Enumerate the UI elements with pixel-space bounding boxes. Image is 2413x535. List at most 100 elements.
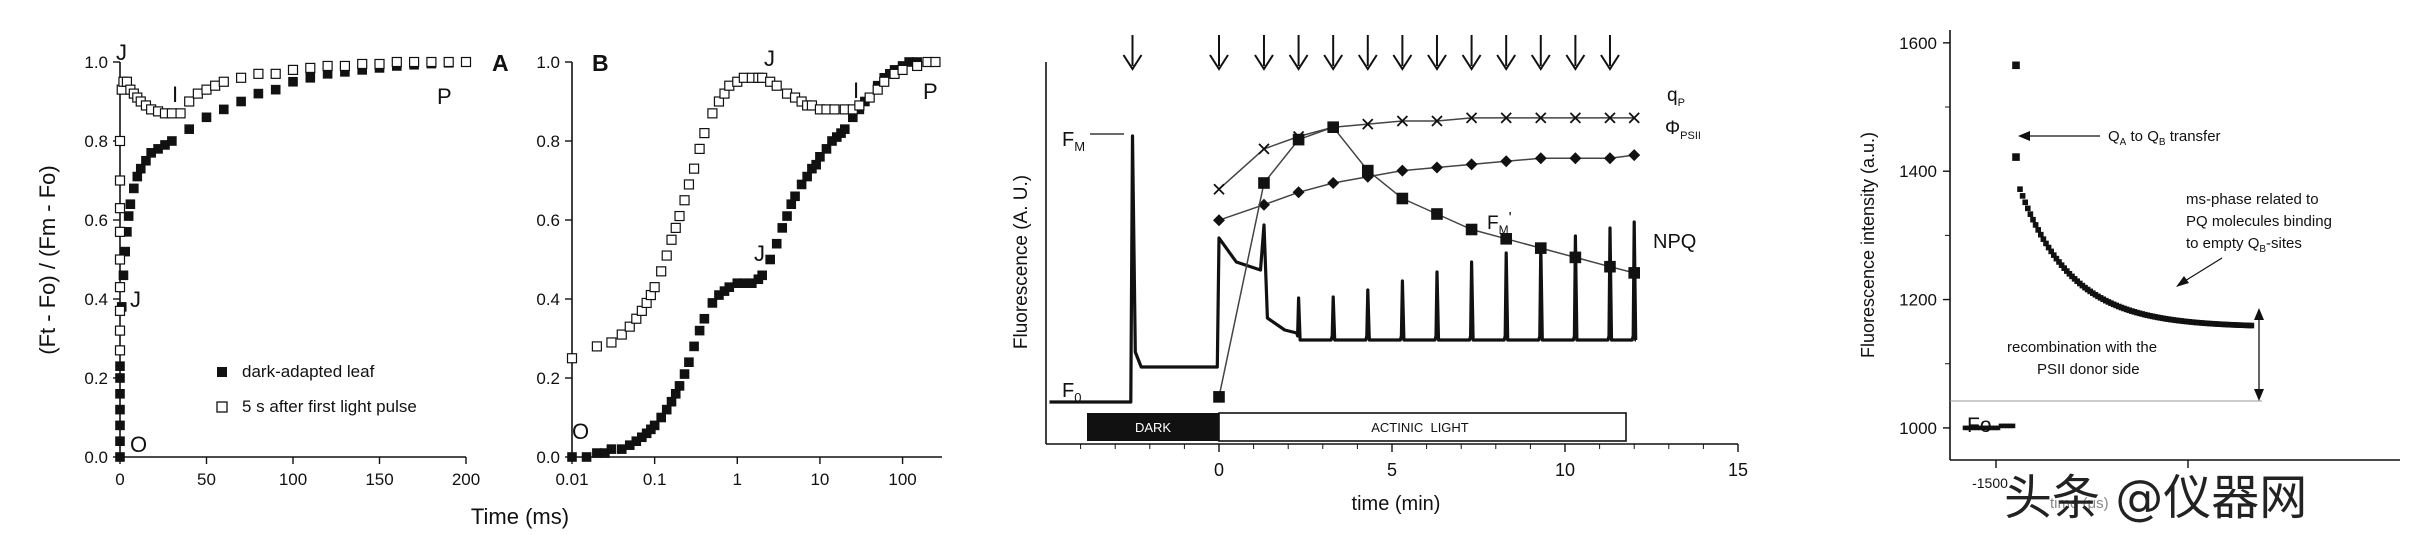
data-point-dark-adapted xyxy=(707,298,718,308)
panel-c-xlabel: time (min) xyxy=(1352,493,1441,515)
qp-point xyxy=(1465,112,1478,124)
flash-arrowhead xyxy=(1209,54,1229,71)
qp-point xyxy=(1604,112,1616,124)
panel-b-annot-p: P xyxy=(923,79,938,104)
data-point-after-pulse xyxy=(829,104,840,115)
phi-psii-point xyxy=(1327,177,1340,189)
data-point-after-pulse xyxy=(566,353,578,364)
ms-phase-arrowhead xyxy=(2176,276,2189,287)
phi-psii-point xyxy=(1396,164,1409,177)
flash-arrowhead xyxy=(1565,54,1586,71)
panel-b-ytick-label: 0.0 xyxy=(536,448,560,467)
data-point-dark-adapted xyxy=(777,223,788,233)
data-point-after-pulse xyxy=(210,80,221,91)
data-point-after-pulse xyxy=(666,234,677,245)
data-point-after-pulse xyxy=(897,64,908,76)
npq-point xyxy=(1500,233,1512,245)
panel-b-xtick-label: 0.01 xyxy=(555,470,588,489)
panel-a-ytick-label: 0.2 xyxy=(84,369,108,388)
panel-a-xtick-label: 200 xyxy=(452,470,480,489)
panel-b-annot-j-top: J xyxy=(764,46,775,71)
data-point-after-pulse xyxy=(114,203,126,214)
flash-arrowhead xyxy=(1600,54,1620,71)
npq-point xyxy=(1569,251,1582,264)
panel-a-legend: dark-adapted leaf 5 s after first light … xyxy=(216,362,417,416)
data-point-after-pulse xyxy=(930,56,941,68)
dark-bar-label: DARK xyxy=(1135,420,1171,435)
panel-a-ytick-label: 0.4 xyxy=(84,290,108,309)
data-point-after-pulse xyxy=(114,254,126,265)
data-point-after-pulse xyxy=(184,96,195,107)
phi-psii-point xyxy=(1500,155,1513,168)
panel-b-xtick-label: 10 xyxy=(810,470,829,489)
flash-arrowhead xyxy=(1254,54,1274,71)
panel-c-series xyxy=(1213,112,1641,403)
data-point-dark-adapted xyxy=(270,84,281,95)
panel-d-ytick-label: 1400 xyxy=(1899,162,1937,181)
recombination-arrowhead-bottom xyxy=(2254,389,2264,401)
panel-d-xtick-label: -1500 xyxy=(1972,475,2008,491)
flash-arrowhead xyxy=(1427,54,1447,71)
panel-d-ylabel: Fluorescence intensity (a.u.) xyxy=(1858,132,1878,358)
data-point-dark-adapted xyxy=(236,96,246,107)
chart-panel-c: 0 5 10 15 Fluorescence (A. U.) time (min) F… xyxy=(1011,35,1748,515)
flash-arrowhead xyxy=(1357,54,1378,71)
data-point-dark-adapted xyxy=(115,420,125,431)
data-point-after-pulse xyxy=(864,92,875,103)
transfer-arrowhead xyxy=(2018,131,2030,141)
legend-marker-filled xyxy=(217,367,227,377)
data-point-after-pulse xyxy=(616,329,627,340)
panel-b-xtick-label: 100 xyxy=(888,470,916,489)
dark-bar xyxy=(1087,413,1219,441)
data-point-after-pulse xyxy=(656,266,667,277)
panel-b-ytick-label: 1.0 xyxy=(536,53,560,72)
panel-a-ylabel: (Ft - Fo) / (Fm - Fo) xyxy=(35,165,60,354)
qp-point xyxy=(1569,112,1582,124)
npq-point xyxy=(1628,267,1640,279)
npq-point xyxy=(1431,208,1443,220)
panel-a-annot-j-top: J xyxy=(116,40,127,65)
panel-b-annot-o: O xyxy=(572,419,589,444)
data-point-dark-adapted xyxy=(649,420,660,431)
panel-c-fm-label: FM xyxy=(1062,129,1085,154)
flash-arrowhead xyxy=(1461,54,1482,71)
npq-point xyxy=(1361,164,1374,177)
data-point-after-pulse xyxy=(166,108,177,119)
series-label-qp: qP xyxy=(1667,85,1685,109)
data-point-after-pulse xyxy=(624,321,635,332)
data-point-dark-adapted xyxy=(288,76,298,87)
panel-c-fm-prime-label: FM' xyxy=(1487,210,1512,237)
data-point-after-pulse xyxy=(218,76,229,87)
data-point-after-pulse xyxy=(114,135,126,147)
data-point-after-pulse xyxy=(707,108,718,119)
data-point-after-pulse xyxy=(236,72,247,83)
data-point-dark-adapted xyxy=(699,313,710,324)
data-point-after-pulse xyxy=(661,250,672,261)
qp-point xyxy=(1535,112,1547,124)
data-point-dark-adapted xyxy=(129,183,139,194)
panel-c-f0-label: F0 xyxy=(1062,380,1081,405)
data-point-dark-adapted xyxy=(305,73,316,83)
data-point-after-pulse xyxy=(201,84,212,95)
phi-psii-point xyxy=(1534,152,1547,165)
data-point-dark-adapted xyxy=(821,144,832,154)
data-point-after-pulse xyxy=(192,88,203,99)
data-point-after-pulse xyxy=(670,222,681,233)
decay-point xyxy=(2022,199,2028,206)
panel-b-marks xyxy=(566,56,941,462)
data-point-after-pulse xyxy=(175,108,186,119)
data-point-after-pulse xyxy=(713,96,725,107)
data-point-after-pulse xyxy=(879,76,890,87)
flash-arrowhead xyxy=(1288,54,1309,71)
panel-b-label: B xyxy=(592,50,609,76)
data-point-dark-adapted xyxy=(606,444,617,454)
data-point-dark-adapted xyxy=(135,163,146,174)
decay-point xyxy=(2025,205,2031,212)
data-point-dark-adapted xyxy=(567,452,577,462)
data-point-after-pulse xyxy=(270,68,281,79)
legend-entry-dark-adapted: dark-adapted leaf xyxy=(242,362,375,381)
ms-phase-line-3: to empty QB-sites xyxy=(2186,235,2302,255)
panel-a-xtick-label: 100 xyxy=(279,470,307,489)
decay-point xyxy=(2030,216,2036,223)
